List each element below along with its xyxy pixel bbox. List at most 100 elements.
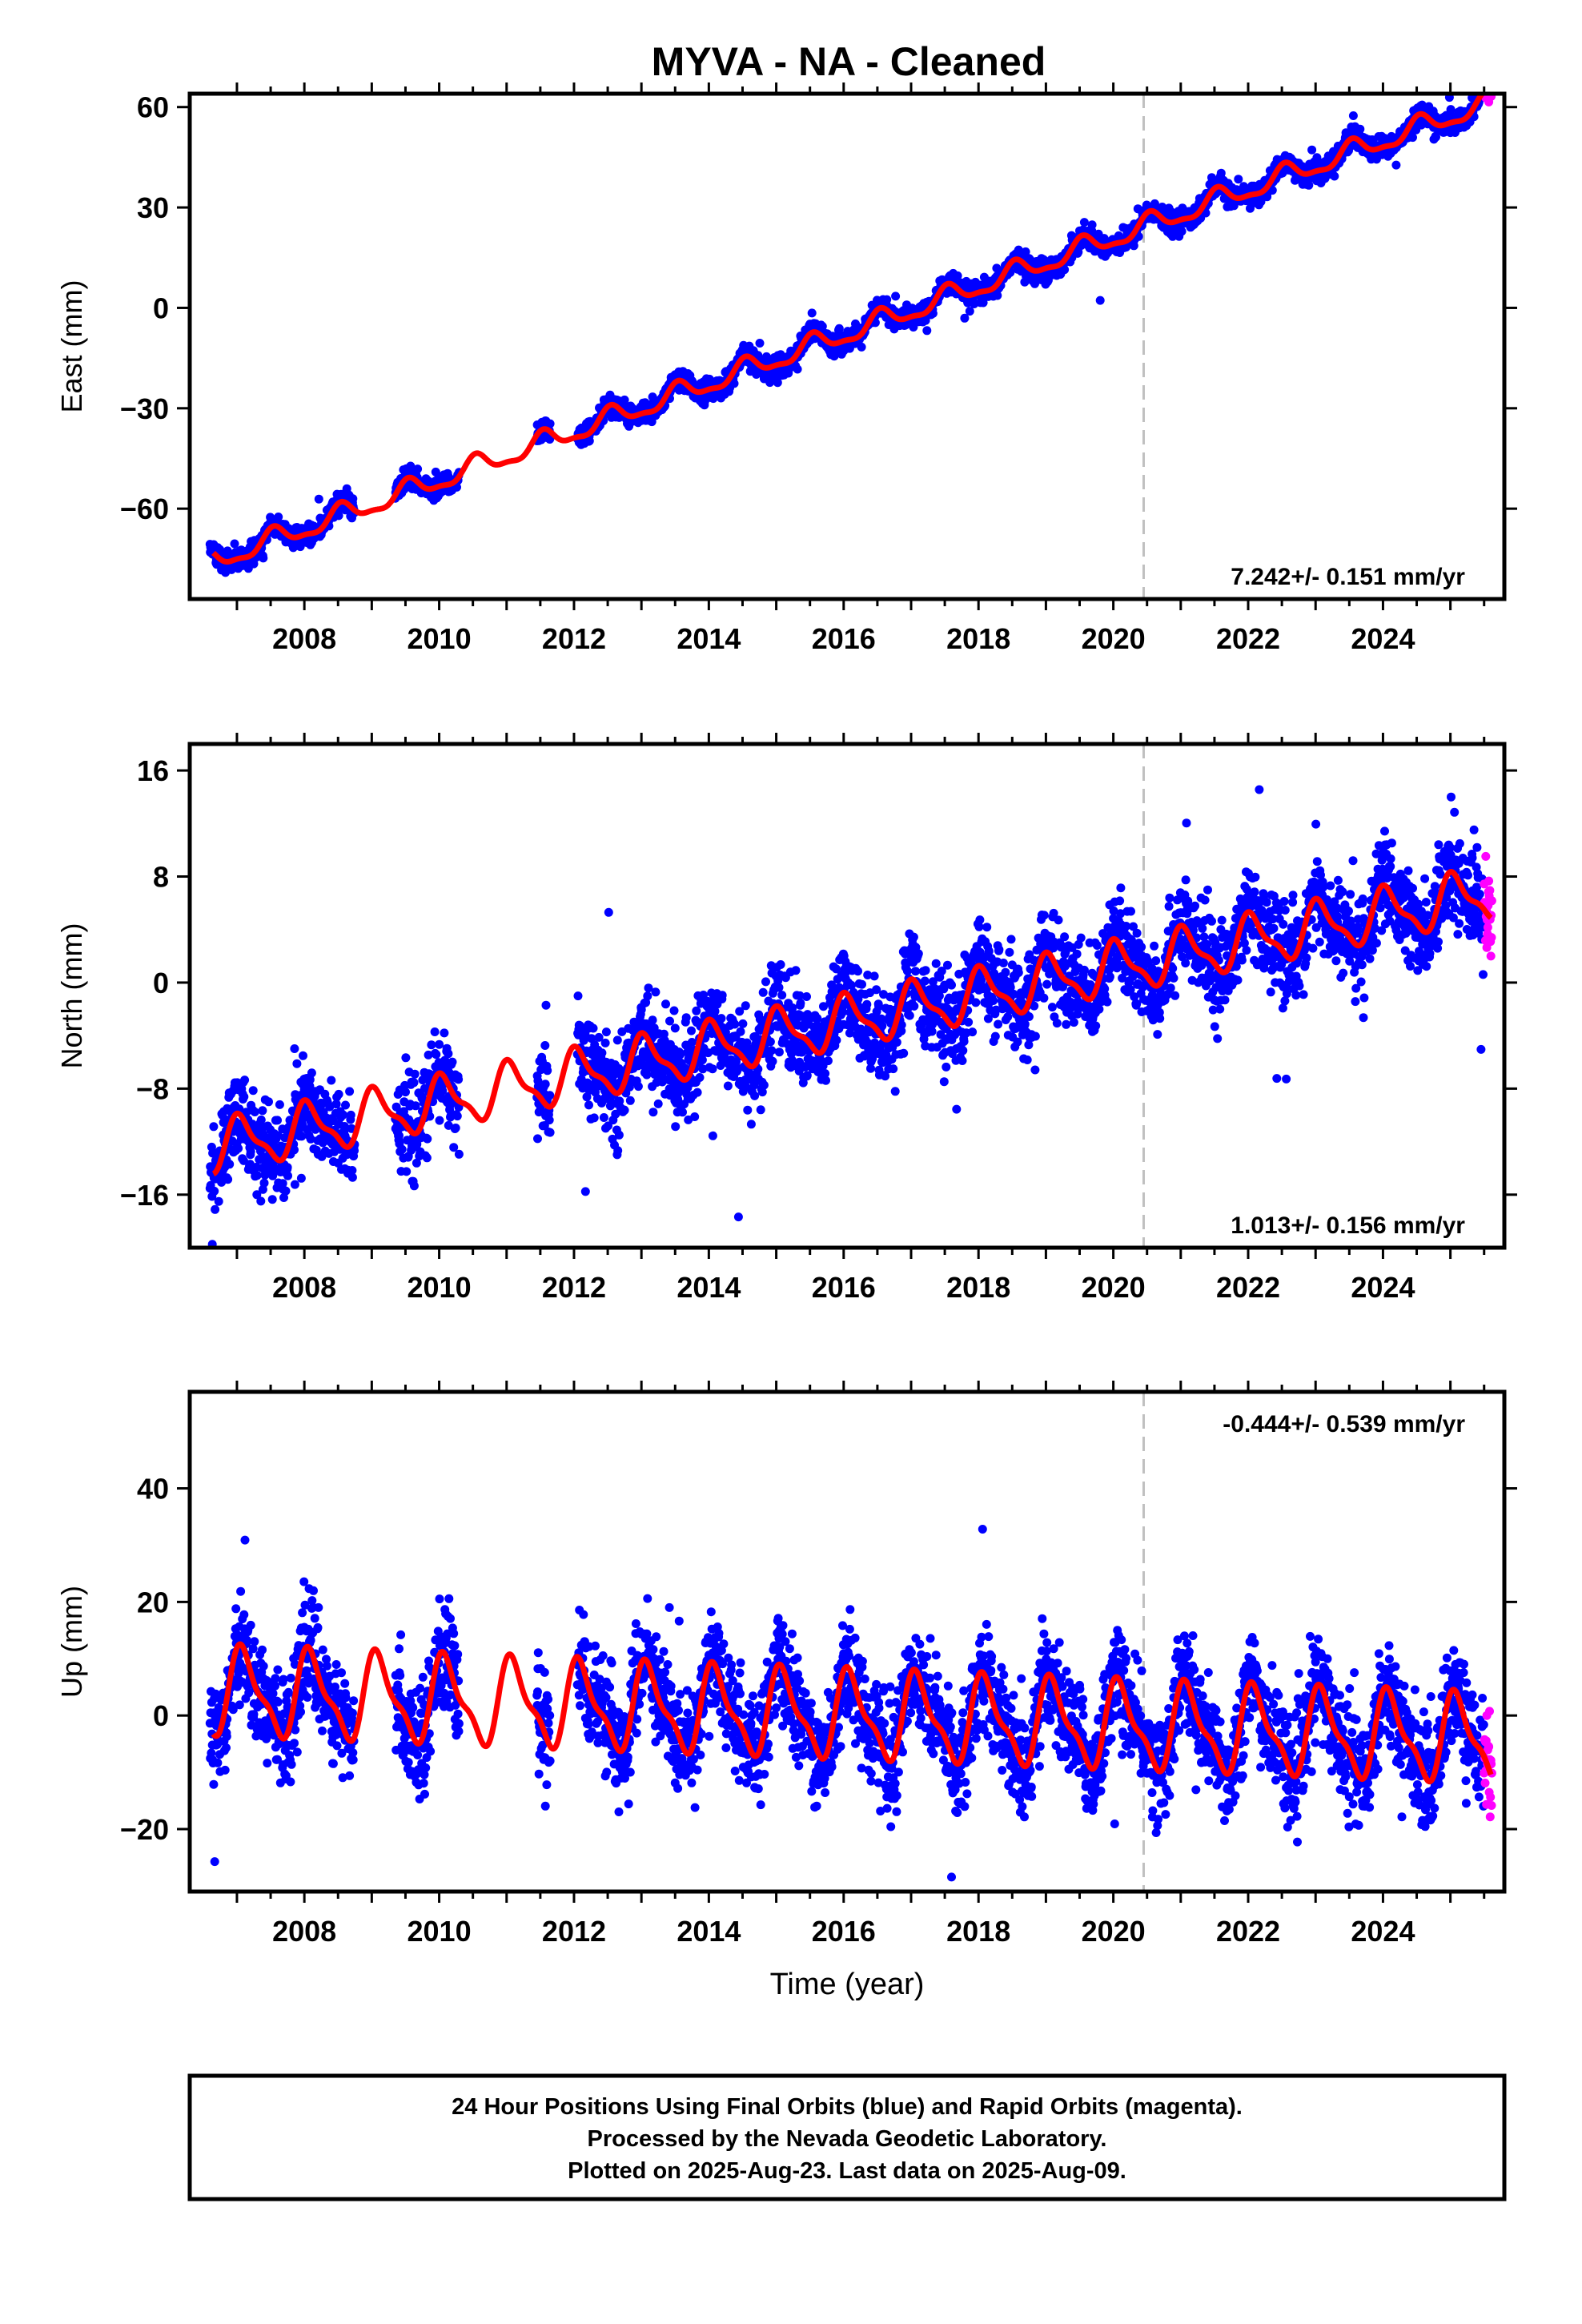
final-orbit-point	[717, 991, 727, 1000]
final-orbit-point	[533, 1134, 542, 1144]
final-orbit-point	[454, 1149, 464, 1159]
final-orbit-point	[776, 960, 785, 969]
final-orbit-point	[741, 1001, 750, 1011]
final-orbit-point	[620, 1105, 629, 1115]
final-orbit-point	[259, 1178, 269, 1188]
final-orbit-point	[692, 1006, 701, 1015]
final-orbit-point	[613, 1146, 623, 1156]
final-orbit-point	[687, 1026, 696, 1035]
final-orbit-point	[299, 1051, 307, 1060]
final-orbit-point	[540, 1041, 550, 1050]
final-orbit-point	[589, 1113, 599, 1123]
final-orbit-point	[746, 1120, 756, 1129]
y-tick-label: 0	[153, 292, 169, 324]
final-orbit-point	[440, 1028, 449, 1038]
final-orbit-point	[765, 1037, 775, 1047]
final-orbit-point	[678, 1108, 687, 1117]
final-orbit-point	[600, 1038, 610, 1047]
final-orbit-point	[545, 1128, 555, 1137]
final-orbit-point	[423, 1134, 432, 1144]
final-orbit-point	[922, 326, 932, 336]
final-orbit-point	[573, 991, 583, 1001]
final-orbit-point	[1095, 296, 1105, 305]
final-orbit-point	[882, 295, 892, 304]
final-orbit-point	[267, 1195, 277, 1204]
final-orbit-point	[448, 1057, 457, 1067]
x-tick-label: 2012	[542, 622, 606, 655]
final-orbit-point	[817, 322, 827, 331]
data-points	[205, 57, 1496, 577]
y-tick-label: 60	[137, 91, 169, 124]
final-orbit-point	[604, 907, 613, 917]
final-orbit-point	[246, 1147, 255, 1156]
final-orbit-point	[1307, 145, 1317, 155]
x-tick-label: 2014	[677, 622, 741, 655]
final-orbit-point	[449, 1143, 459, 1152]
final-orbit-point	[225, 1160, 235, 1169]
final-orbit-point	[620, 395, 629, 404]
final-orbit-point	[761, 977, 770, 987]
final-orbit-point	[758, 987, 768, 997]
final-orbit-point	[870, 318, 880, 328]
final-orbit-point	[239, 1092, 249, 1101]
final-orbit-point	[543, 1066, 552, 1076]
final-orbit-point	[651, 987, 661, 997]
final-orbit-point	[1234, 175, 1243, 184]
final-orbit-point	[409, 1078, 419, 1088]
final-orbit-point	[264, 1097, 273, 1107]
final-orbit-point	[584, 1100, 593, 1110]
final-orbit-point	[802, 992, 811, 1001]
final-orbit-point	[695, 1073, 705, 1082]
final-orbit-point	[953, 271, 962, 280]
final-orbit-point	[614, 1130, 624, 1140]
final-orbit-point	[599, 1113, 608, 1122]
final-orbit-point	[768, 1056, 777, 1066]
final-orbit-point	[283, 1171, 292, 1180]
east-axis-label: East (mm)	[55, 280, 88, 413]
final-orbit-point	[402, 1167, 412, 1176]
final-orbit-point	[708, 1131, 717, 1140]
final-orbit-point	[1408, 133, 1417, 143]
final-orbit-point	[544, 1116, 554, 1125]
final-orbit-point	[252, 1171, 262, 1180]
final-orbit-point	[422, 1153, 432, 1163]
final-orbit-point	[451, 1124, 460, 1132]
final-orbit-point	[832, 1035, 841, 1045]
final-orbit-point	[327, 1076, 336, 1085]
final-orbit-point	[290, 1044, 299, 1053]
final-orbit-point	[401, 1088, 410, 1097]
final-orbit-point	[793, 364, 802, 374]
final-orbit-point	[1021, 247, 1030, 256]
final-orbit-point	[435, 1039, 444, 1049]
final-orbit-point	[774, 1047, 784, 1057]
final-orbit-point	[1391, 160, 1401, 170]
rapid-orbit-point	[1485, 78, 1494, 86]
final-orbit-point	[736, 1027, 745, 1036]
final-orbit-point	[1348, 111, 1358, 120]
rapid-orbit-point	[1485, 81, 1494, 90]
final-orbit-point	[717, 1014, 726, 1023]
final-orbit-point	[853, 967, 862, 976]
final-orbit-point	[791, 966, 801, 975]
final-orbit-point	[545, 1091, 555, 1100]
final-orbit-point	[413, 464, 423, 474]
final-orbit-point	[597, 1048, 607, 1058]
final-orbit-point	[796, 999, 805, 1008]
final-orbit-point	[541, 1000, 551, 1010]
final-orbit-point	[1448, 57, 1457, 66]
final-orbit-point	[346, 1110, 355, 1120]
rapid-orbit-point	[1483, 77, 1492, 86]
final-orbit-point	[738, 1019, 748, 1028]
final-orbit-point	[584, 436, 594, 446]
final-orbit-point	[588, 1023, 598, 1033]
final-orbit-point	[670, 1023, 680, 1033]
final-orbit-point	[1087, 220, 1097, 230]
final-orbit-point	[409, 1181, 419, 1191]
final-orbit-point	[545, 419, 555, 428]
final-orbit-point	[256, 1196, 266, 1206]
final-orbit-point	[347, 1172, 357, 1182]
final-orbit-point	[857, 979, 866, 989]
final-orbit-point	[240, 1076, 250, 1085]
final-orbit-point	[681, 1013, 691, 1023]
x-tick-label: 2022	[1216, 622, 1280, 655]
